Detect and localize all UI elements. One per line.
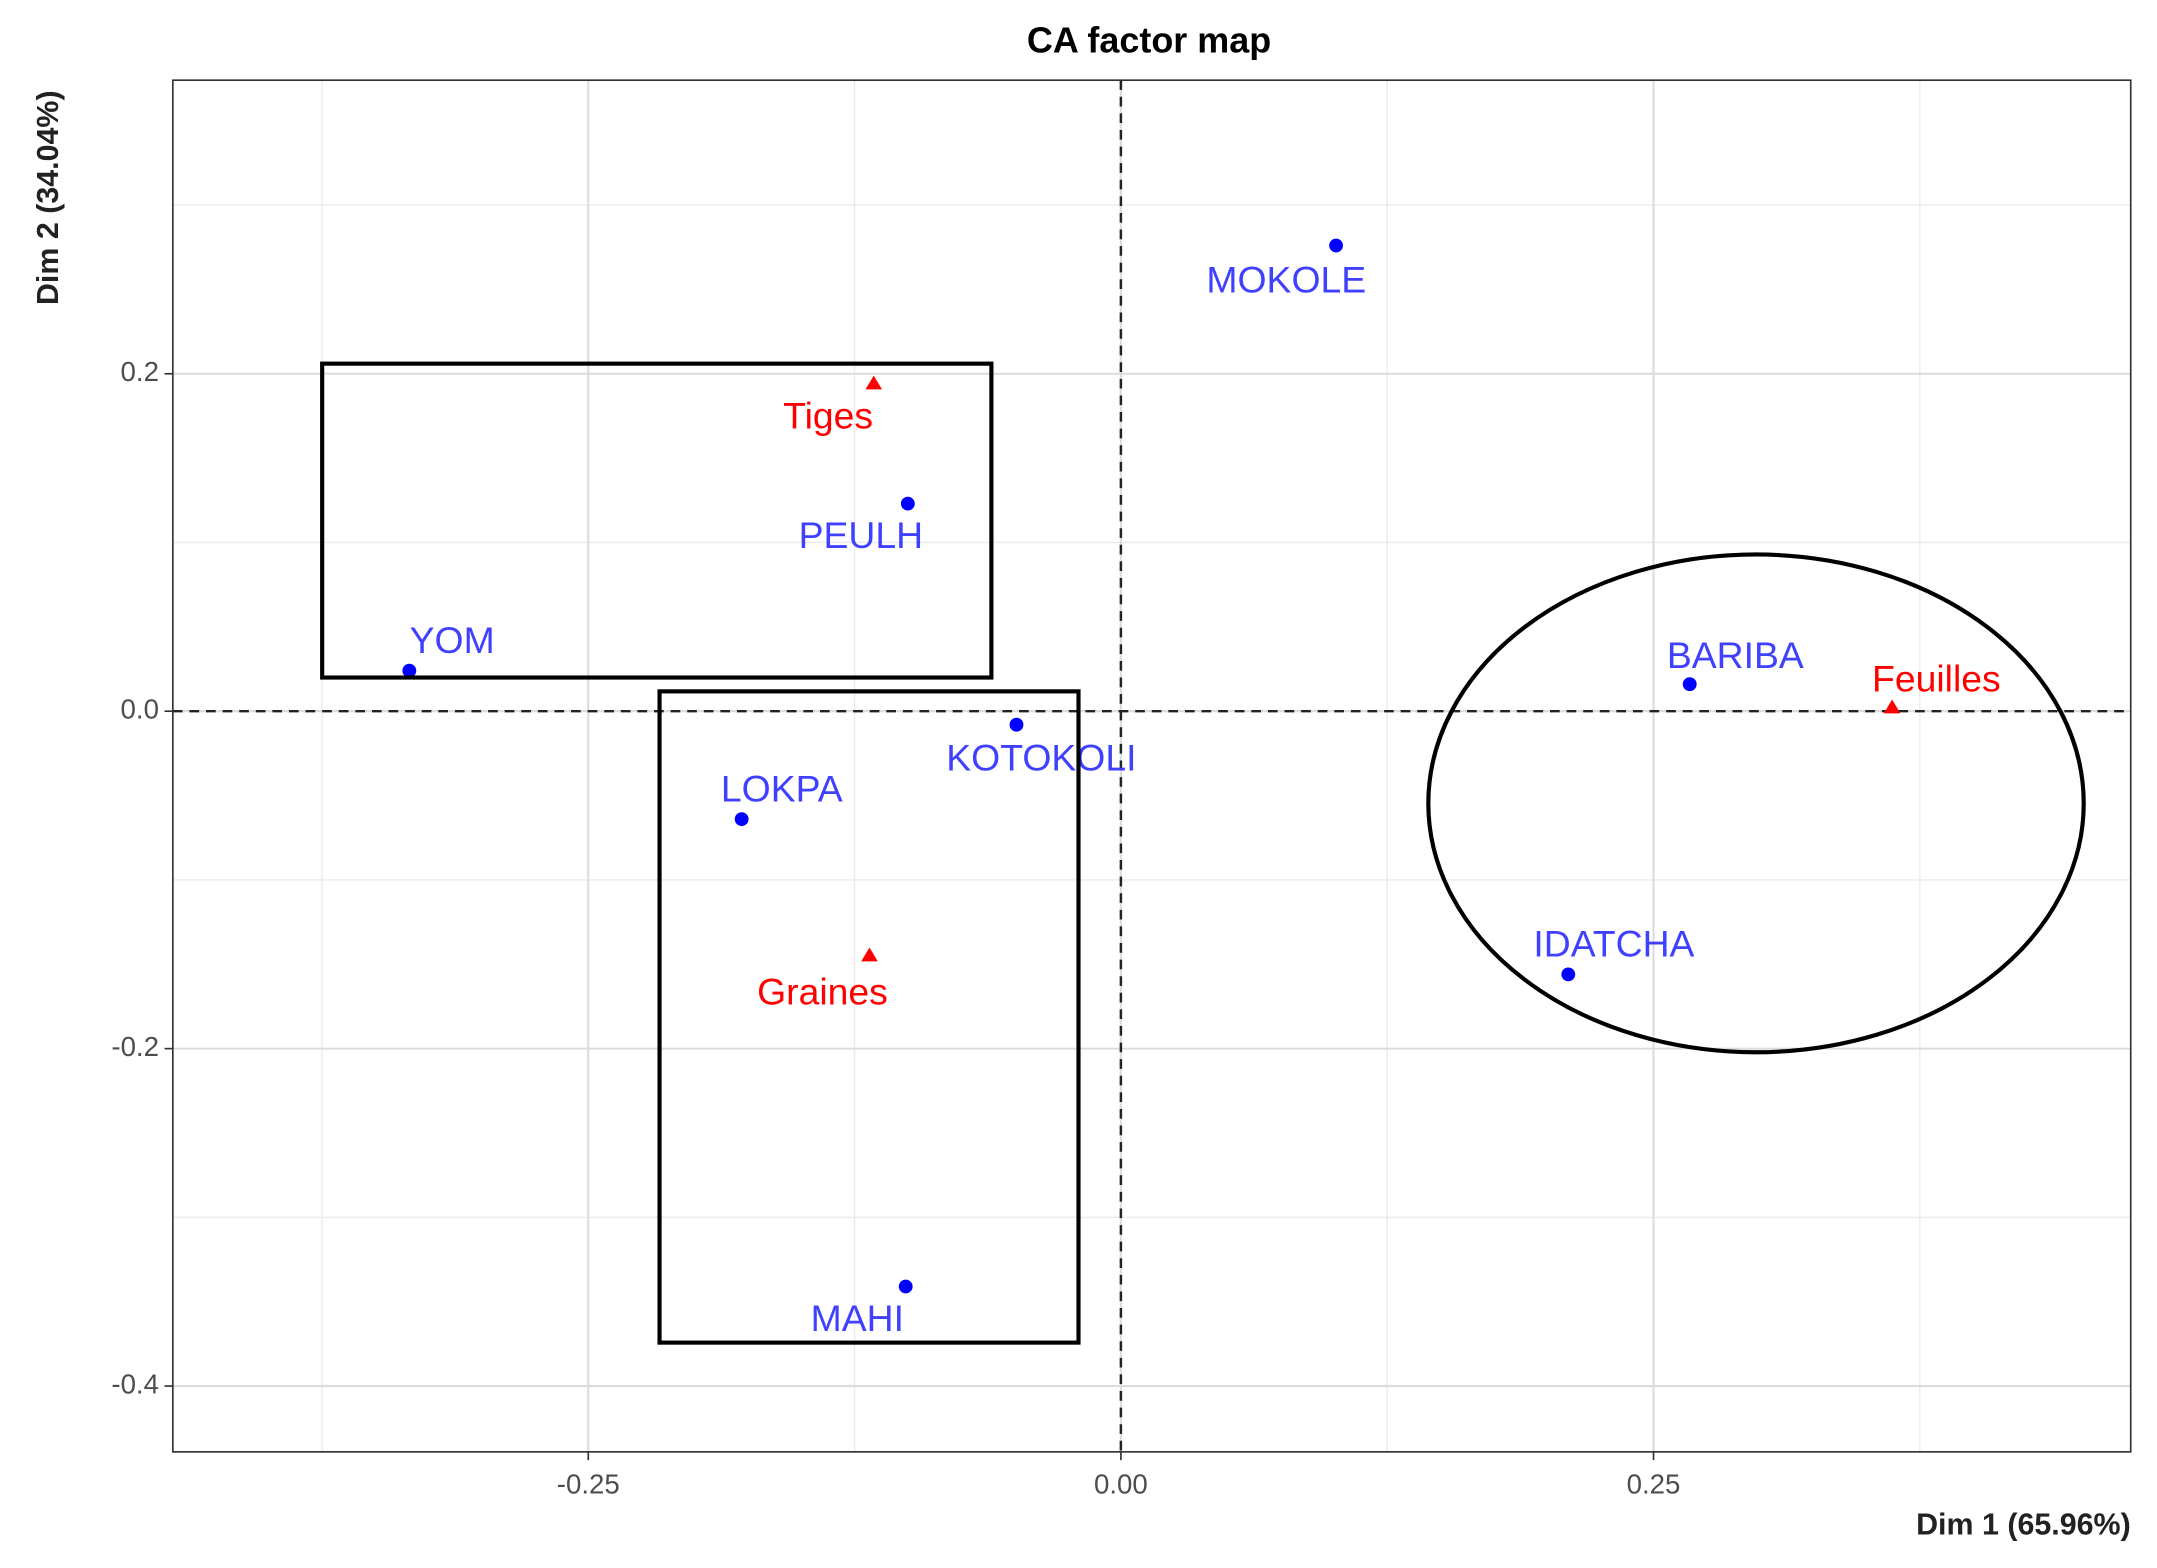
point: [402, 663, 417, 678]
point: [1329, 238, 1343, 253]
point-label: IDATCHA: [1533, 923, 1694, 965]
group-ellipse: [1426, 552, 2086, 1055]
point-label: MAHI: [811, 1297, 904, 1339]
x-axis-label: Dim 1 (65.96%): [1916, 1508, 2131, 1542]
point-label: PEULH: [799, 514, 923, 556]
y-tick-label: 0.2: [121, 356, 159, 387]
point: [734, 812, 749, 827]
point-label: Tiges: [783, 394, 873, 436]
point-label: BARIBA: [1667, 634, 1804, 676]
point: [1009, 717, 1024, 732]
point-label: Feuilles: [1872, 657, 2001, 699]
plot-area: MOKOLE PEULH YOM KOTOKOLI LOKPA MAHI BARIBA IDA…: [172, 80, 2131, 1452]
point: [900, 496, 915, 511]
point-label: LOKPA: [721, 767, 843, 809]
y-axis-label: Dim 2 (34.04%): [31, 90, 65, 305]
point: [898, 1279, 913, 1294]
x-tick-label: -0.25: [557, 1469, 620, 1500]
point: [1682, 677, 1697, 692]
point: [865, 375, 883, 390]
chart-title: CA factor map: [1027, 19, 1271, 60]
group-box: [320, 361, 994, 680]
group-box: [657, 689, 1081, 1345]
y-tick-label: -0.4: [111, 1368, 159, 1399]
point: [861, 947, 878, 962]
point-label: YOM: [410, 619, 495, 661]
x-tick-label: 0.00: [1094, 1469, 1148, 1500]
y-tick-label: 0.0: [121, 693, 159, 724]
point: [1883, 699, 1901, 714]
point-label: KOTOKOLI: [946, 736, 1136, 778]
point-label: MOKOLE: [1206, 259, 1366, 301]
point-label: Graines: [757, 970, 888, 1012]
y-tick-label: -0.2: [111, 1031, 159, 1062]
panel-border: [172, 79, 2132, 1453]
point: [1561, 967, 1576, 982]
x-tick-label: 0.25: [1627, 1469, 1681, 1500]
